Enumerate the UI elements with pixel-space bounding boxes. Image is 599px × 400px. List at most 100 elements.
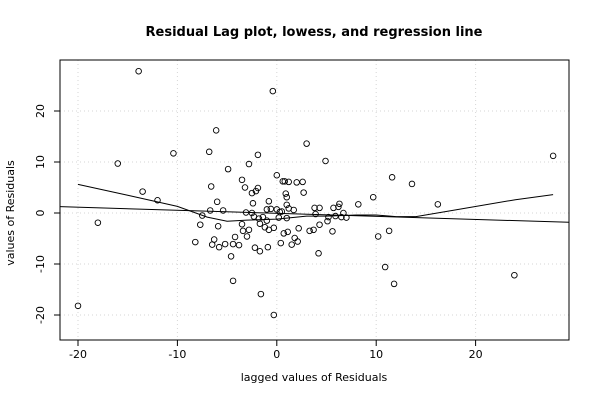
data-point — [214, 223, 222, 230]
data-point — [264, 243, 272, 251]
data-point — [306, 227, 313, 235]
data-point — [261, 224, 269, 231]
data-point — [332, 212, 339, 220]
x-tick-label: 10 — [369, 348, 383, 361]
data-point — [390, 280, 398, 288]
data-point — [280, 230, 288, 237]
data-point — [263, 217, 271, 224]
data-point — [219, 207, 227, 214]
data-point — [355, 201, 362, 208]
data-point — [265, 198, 273, 205]
x-tick-label: 20 — [469, 348, 483, 361]
data-point — [235, 241, 243, 249]
data-point — [322, 157, 329, 165]
x-tick-label: -20 — [69, 348, 87, 361]
data-point — [135, 67, 142, 75]
data-point — [275, 214, 283, 221]
data-point — [330, 204, 337, 212]
data-point — [198, 212, 206, 219]
data-point — [293, 179, 300, 186]
data-point — [343, 214, 350, 221]
data-point — [282, 190, 289, 197]
data-point — [315, 250, 322, 257]
data-point — [408, 180, 416, 188]
y-tick-label: 10 — [34, 155, 47, 169]
data-point — [369, 193, 377, 201]
data-point — [139, 188, 146, 195]
data-point — [270, 224, 278, 232]
data-point — [248, 189, 256, 197]
data-point — [114, 160, 122, 167]
data-point — [224, 165, 232, 173]
data-point — [278, 208, 286, 215]
data-point — [263, 206, 271, 213]
data-point — [259, 213, 267, 221]
data-point — [267, 205, 275, 213]
data-point — [243, 233, 251, 240]
data-point — [336, 200, 343, 208]
x-tick-label: -10 — [168, 348, 186, 361]
data-point — [254, 184, 262, 192]
lowess-curve — [77, 183, 554, 222]
y-tick-label: 0 — [34, 210, 47, 217]
y-tick-label: -10 — [34, 255, 47, 273]
data-point — [288, 241, 295, 248]
data-point — [285, 178, 292, 186]
data-point — [300, 189, 307, 196]
data-point — [388, 174, 396, 181]
data-point — [256, 247, 264, 255]
data-point — [221, 240, 229, 248]
data-point — [284, 228, 291, 236]
data-point — [245, 160, 253, 168]
chart-title: Residual Lag plot, lowess, and regressio… — [146, 25, 483, 40]
data-point — [205, 148, 213, 156]
fit-lines — [59, 183, 570, 223]
data-point — [549, 152, 557, 160]
data-point — [277, 239, 285, 247]
data-point — [270, 311, 278, 319]
data-point — [238, 220, 246, 228]
data-point — [310, 226, 317, 234]
data-point — [324, 217, 331, 225]
gridlines — [60, 60, 569, 340]
data-point — [335, 203, 342, 211]
data-point — [212, 127, 220, 134]
x-axis-label: lagged values of Residuals — [241, 371, 388, 384]
data-point — [374, 233, 382, 240]
data-point — [245, 226, 253, 234]
data-point — [257, 290, 265, 298]
data-point — [381, 263, 389, 271]
data-point — [290, 206, 297, 214]
data-point — [316, 204, 323, 212]
data-point — [239, 227, 247, 235]
data-point — [291, 234, 298, 242]
data-point — [511, 271, 518, 279]
data-point — [154, 196, 161, 204]
x-tick-label: 0 — [273, 348, 280, 361]
data-point — [94, 219, 102, 226]
data-point — [248, 209, 256, 217]
data-points — [74, 67, 557, 319]
data-point — [231, 233, 239, 241]
data-point — [74, 302, 82, 310]
data-point — [281, 178, 289, 185]
data-point — [254, 151, 262, 159]
data-point — [251, 244, 259, 251]
data-point — [340, 209, 347, 217]
data-point — [295, 225, 302, 232]
data-point — [312, 210, 319, 218]
data-point — [311, 204, 318, 212]
data-point — [303, 140, 310, 147]
y-tick-label: -20 — [34, 306, 47, 324]
data-point — [192, 238, 199, 246]
data-point — [197, 221, 204, 228]
data-point — [170, 150, 177, 157]
data-point — [283, 214, 290, 222]
data-point — [434, 201, 442, 208]
axes: -20 -10 0 10 20 -20 -10 0 10 20 — [34, 104, 483, 361]
data-point — [325, 213, 332, 221]
data-point — [207, 183, 215, 190]
data-point — [385, 227, 393, 235]
data-point — [299, 178, 306, 186]
data-point — [213, 198, 221, 206]
